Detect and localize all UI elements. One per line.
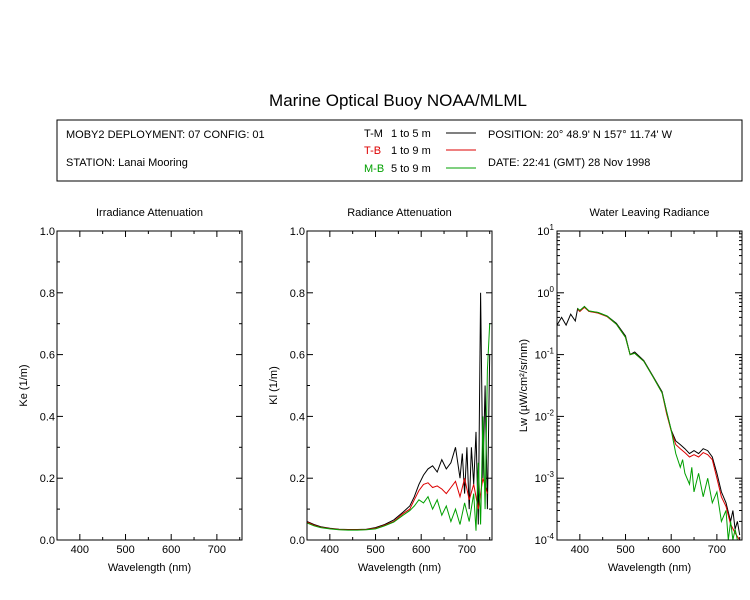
x-tick-label: 400 [71, 544, 89, 556]
y-tick-label: 0.6 [290, 350, 305, 362]
y-tick-label: 1.0 [40, 226, 55, 238]
legend-code: T-M [364, 128, 383, 140]
x-axis-label: Wavelength (nm) [608, 562, 691, 574]
y-tick-label: 100 [537, 285, 554, 300]
plot-frame [556, 230, 743, 541]
x-tick-label: 400 [571, 544, 589, 556]
x-tick-label: 500 [116, 544, 134, 556]
y-axis-label: Lw (µW/cm²/sr/nm) [518, 339, 530, 432]
series-line-m-b [577, 305, 740, 540]
irradiance-attenuation-chart: Irradiance Attenuation 400 500 600 700 Wavele… [18, 207, 243, 574]
deployment-text: MOBY2 DEPLOYMENT: 07 CONFIG: 01 [66, 129, 265, 141]
y-tick-label: 0.0 [290, 535, 305, 547]
y-tick-label: 10-1 [535, 347, 555, 362]
x-tick-label: 700 [708, 544, 726, 556]
chart-title: Radiance Attenuation [347, 207, 452, 219]
station-text: STATION: Lanai Mooring [66, 157, 188, 169]
legend-range: 1 to 5 m [391, 128, 431, 140]
water-leaving-radiance-chart: Water Leaving Radiance 400 500 600 700 Wavele… [518, 207, 743, 574]
x-axis-label: Wavelength (nm) [358, 562, 441, 574]
legend-range: 5 to 9 m [391, 163, 431, 175]
radiance-attenuation-chart: Radiance Attenuation 400 500 600 700 Waveleng… [268, 207, 493, 574]
x-tick-label: 400 [321, 544, 339, 556]
position-text: POSITION: 20° 48.9' N 157° 11.74' W [488, 129, 673, 141]
y-tick-label: 0.6 [40, 350, 55, 362]
legend: T-M 1 to 5 m T-B 1 to 9 m M-B 5 to 9 m [364, 128, 476, 175]
legend-code: M-B [364, 163, 384, 175]
y-axis-label: Ke (1/m) [18, 364, 30, 406]
x-tick-label: 500 [366, 544, 384, 556]
y-tick-label: 10-2 [535, 408, 555, 423]
y-tick-label: 10-4 [535, 532, 555, 547]
y-tick-label: 0.0 [40, 535, 55, 547]
series-line-t-b [577, 306, 741, 540]
info-box [56, 119, 743, 182]
x-tick-label: 600 [162, 544, 180, 556]
legend-item-m-b: M-B 5 to 9 m [364, 163, 476, 175]
y-axis-label: Kl (1/m) [268, 366, 280, 405]
x-tick-label: 600 [412, 544, 430, 556]
x-tick-label: 700 [458, 544, 476, 556]
y-tick-label: 0.4 [40, 411, 55, 423]
chart-title: Irradiance Attenuation [96, 207, 203, 219]
legend-item-t-b: T-B 1 to 9 m [364, 145, 476, 157]
y-tick-label: 0.4 [290, 411, 305, 423]
series-line-m-b [307, 323, 491, 531]
legend-code: T-B [364, 145, 381, 157]
y-tick-label: 1.0 [290, 226, 305, 238]
series-line-t-m [307, 292, 491, 530]
x-tick-label: 700 [208, 544, 226, 556]
legend-item-t-m: T-M 1 to 5 m [364, 128, 476, 140]
chart-title: Water Leaving Radiance [589, 207, 709, 219]
y-tick-label: 101 [537, 223, 554, 238]
x-tick-label: 500 [616, 544, 634, 556]
y-tick-label: 0.2 [40, 473, 55, 485]
main-title: Marine Optical Buoy NOAA/MLML [269, 91, 527, 110]
y-tick-label: 10-3 [535, 470, 555, 485]
plot-frame [306, 230, 493, 541]
x-tick-label: 600 [662, 544, 680, 556]
plot-frame [56, 230, 243, 541]
date-text: DATE: 22:41 (GMT) 28 Nov 1998 [488, 157, 650, 169]
y-tick-label: 0.2 [290, 473, 305, 485]
y-tick-label: 0.8 [40, 288, 55, 300]
x-axis-label: Wavelength (nm) [108, 562, 191, 574]
y-tick-label: 0.8 [290, 288, 305, 300]
legend-range: 1 to 9 m [391, 145, 431, 157]
